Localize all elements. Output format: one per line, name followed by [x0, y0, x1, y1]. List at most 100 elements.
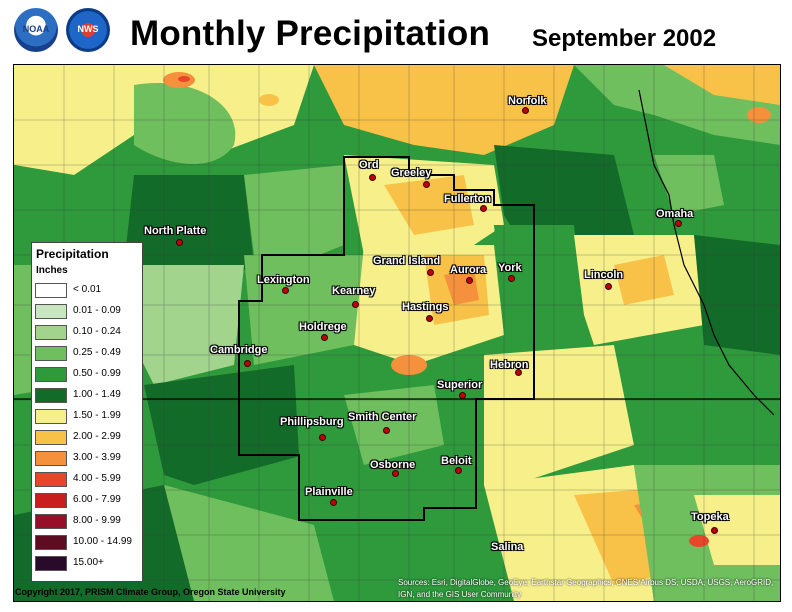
- legend-swatch: [35, 556, 67, 571]
- city-label-hastings[interactable]: Hastings: [402, 301, 449, 313]
- legend-swatch: [35, 346, 67, 361]
- city-marker-omaha[interactable]: [675, 220, 682, 227]
- legend-swatch: [35, 283, 67, 298]
- legend-label: 2.00 - 2.99: [73, 431, 121, 442]
- city-label-fullerton[interactable]: Fullerton: [444, 193, 492, 205]
- city-marker-beloit[interactable]: [455, 467, 462, 474]
- city-marker-superior[interactable]: [459, 392, 466, 399]
- legend-swatch: [35, 514, 67, 529]
- city-label-grand-island[interactable]: Grand Island: [373, 255, 441, 267]
- header: NOAA NWS Monthly Precipitation September…: [0, 0, 792, 64]
- city-label-norfolk[interactable]: Norfolk: [508, 95, 547, 107]
- legend-entry: 0.25 - 0.49: [35, 346, 139, 361]
- legend-entry: 1.00 - 1.49: [35, 388, 139, 403]
- nws-logo: NWS: [66, 8, 110, 52]
- legend-swatch: [35, 451, 67, 466]
- city-marker-greeley[interactable]: [423, 181, 430, 188]
- legend-entry: 1.50 - 1.99: [35, 409, 139, 424]
- city-label-lincoln[interactable]: Lincoln: [584, 269, 624, 281]
- city-label-ord[interactable]: Ord: [359, 159, 379, 171]
- city-label-holdrege[interactable]: Holdrege: [299, 321, 347, 333]
- city-label-osborne[interactable]: Osborne: [370, 459, 416, 471]
- city-marker-phillipsburg[interactable]: [319, 434, 326, 441]
- city-label-phillipsburg[interactable]: Phillipsburg: [280, 416, 344, 428]
- city-label-plainville[interactable]: Plainville: [305, 486, 353, 498]
- legend-entry: 6.00 - 7.99: [35, 493, 139, 508]
- legend-label: 8.00 - 9.99: [73, 515, 121, 526]
- city-marker-plainville[interactable]: [330, 499, 337, 506]
- map-attribution-line1: Sources: Esri, DigitalGlobe, GeoEye, Ear…: [398, 578, 774, 587]
- legend-entry: 2.00 - 2.99: [35, 430, 139, 445]
- city-label-smith-center[interactable]: Smith Center: [348, 411, 417, 423]
- legend-title: Precipitation: [36, 247, 109, 261]
- legend-entry: 10.00 - 14.99: [35, 535, 139, 550]
- city-label-hebron[interactable]: Hebron: [490, 359, 529, 371]
- city-label-aurora[interactable]: Aurora: [450, 264, 487, 276]
- city-label-lexington[interactable]: Lexington: [257, 274, 310, 286]
- city-marker-grand-island[interactable]: [427, 269, 434, 276]
- legend-swatch: [35, 472, 67, 487]
- city-marker-lincoln[interactable]: [605, 283, 612, 290]
- legend-label: 0.50 - 0.99: [73, 368, 121, 379]
- legend-swatch: [35, 493, 67, 508]
- city-label-kearney[interactable]: Kearney: [332, 285, 376, 297]
- precipitation-legend: Precipitation Inches < 0.01 0.01 - 0.09 0.…: [31, 242, 143, 582]
- copyright-text: Copyright 2017, PRISM Climate Group, Ore…: [15, 587, 286, 597]
- city-label-cambridge[interactable]: Cambridge: [210, 344, 268, 356]
- legend-swatch: [35, 304, 67, 319]
- map-attribution-line2: IGN, and the GIS User Community: [398, 590, 522, 599]
- legend-label: 1.50 - 1.99: [73, 410, 121, 421]
- city-marker-aurora[interactable]: [466, 277, 473, 284]
- city-marker-hebron[interactable]: [515, 369, 522, 376]
- page-title: Monthly Precipitation: [130, 14, 491, 53]
- legend-label: < 0.01: [73, 284, 102, 295]
- legend-entry: 0.10 - 0.24: [35, 325, 139, 340]
- city-marker-kearney[interactable]: [352, 301, 359, 308]
- legend-entry: 4.00 - 5.99: [35, 472, 139, 487]
- legend-swatch: [35, 430, 67, 445]
- legend-swatch: [35, 325, 67, 340]
- city-label-topeka[interactable]: Topeka: [691, 511, 729, 523]
- legend-label: 1.00 - 1.49: [73, 389, 121, 400]
- period-label: September 2002: [532, 25, 717, 52]
- legend-entry: < 0.01: [35, 283, 139, 298]
- city-marker-holdrege[interactable]: [321, 334, 328, 341]
- legend-swatch: [35, 388, 67, 403]
- city-marker-north-platte[interactable]: [176, 239, 183, 246]
- legend-label: 6.00 - 7.99: [73, 494, 121, 505]
- legend-entry: 3.00 - 3.99: [35, 451, 139, 466]
- city-label-beloit[interactable]: Beloit: [441, 455, 472, 467]
- legend-entry: 15.00+: [35, 556, 139, 571]
- city-label-greeley[interactable]: Greeley: [391, 167, 432, 179]
- city-marker-fullerton[interactable]: [480, 205, 487, 212]
- legend-entry: 0.50 - 0.99: [35, 367, 139, 382]
- legend-units: Inches: [36, 265, 68, 276]
- city-label-north-platte[interactable]: North Platte: [144, 225, 207, 237]
- city-marker-topeka[interactable]: [711, 527, 718, 534]
- legend-label: 0.10 - 0.24: [73, 326, 121, 337]
- legend-label: 4.00 - 5.99: [73, 473, 121, 484]
- city-label-omaha[interactable]: Omaha: [656, 208, 694, 220]
- city-marker-osborne[interactable]: [392, 470, 399, 477]
- legend-swatch: [35, 367, 67, 382]
- noaa-logo: NOAA: [14, 8, 58, 52]
- city-marker-york[interactable]: [508, 275, 515, 282]
- city-marker-hastings[interactable]: [426, 315, 433, 322]
- legend-swatch: [35, 409, 67, 424]
- legend-label: 0.25 - 0.49: [73, 347, 121, 358]
- legend-swatch: [35, 535, 67, 550]
- city-marker-smith-center[interactable]: [383, 427, 390, 434]
- legend-entry: 0.01 - 0.09: [35, 304, 139, 319]
- legend-label: 3.00 - 3.99: [73, 452, 121, 463]
- city-label-york[interactable]: York: [498, 262, 522, 274]
- city-marker-norfolk[interactable]: [522, 107, 529, 114]
- city-marker-lexington[interactable]: [282, 287, 289, 294]
- legend-label: 15.00+: [73, 557, 104, 568]
- city-label-salina[interactable]: Salina: [491, 541, 524, 553]
- city-label-superior[interactable]: Superior: [437, 379, 483, 391]
- legend-entry: 8.00 - 9.99: [35, 514, 139, 529]
- city-marker-ord[interactable]: [369, 174, 376, 181]
- city-marker-cambridge[interactable]: [244, 360, 251, 367]
- legend-label: 10.00 - 14.99: [73, 536, 132, 547]
- legend-label: 0.01 - 0.09: [73, 305, 121, 316]
